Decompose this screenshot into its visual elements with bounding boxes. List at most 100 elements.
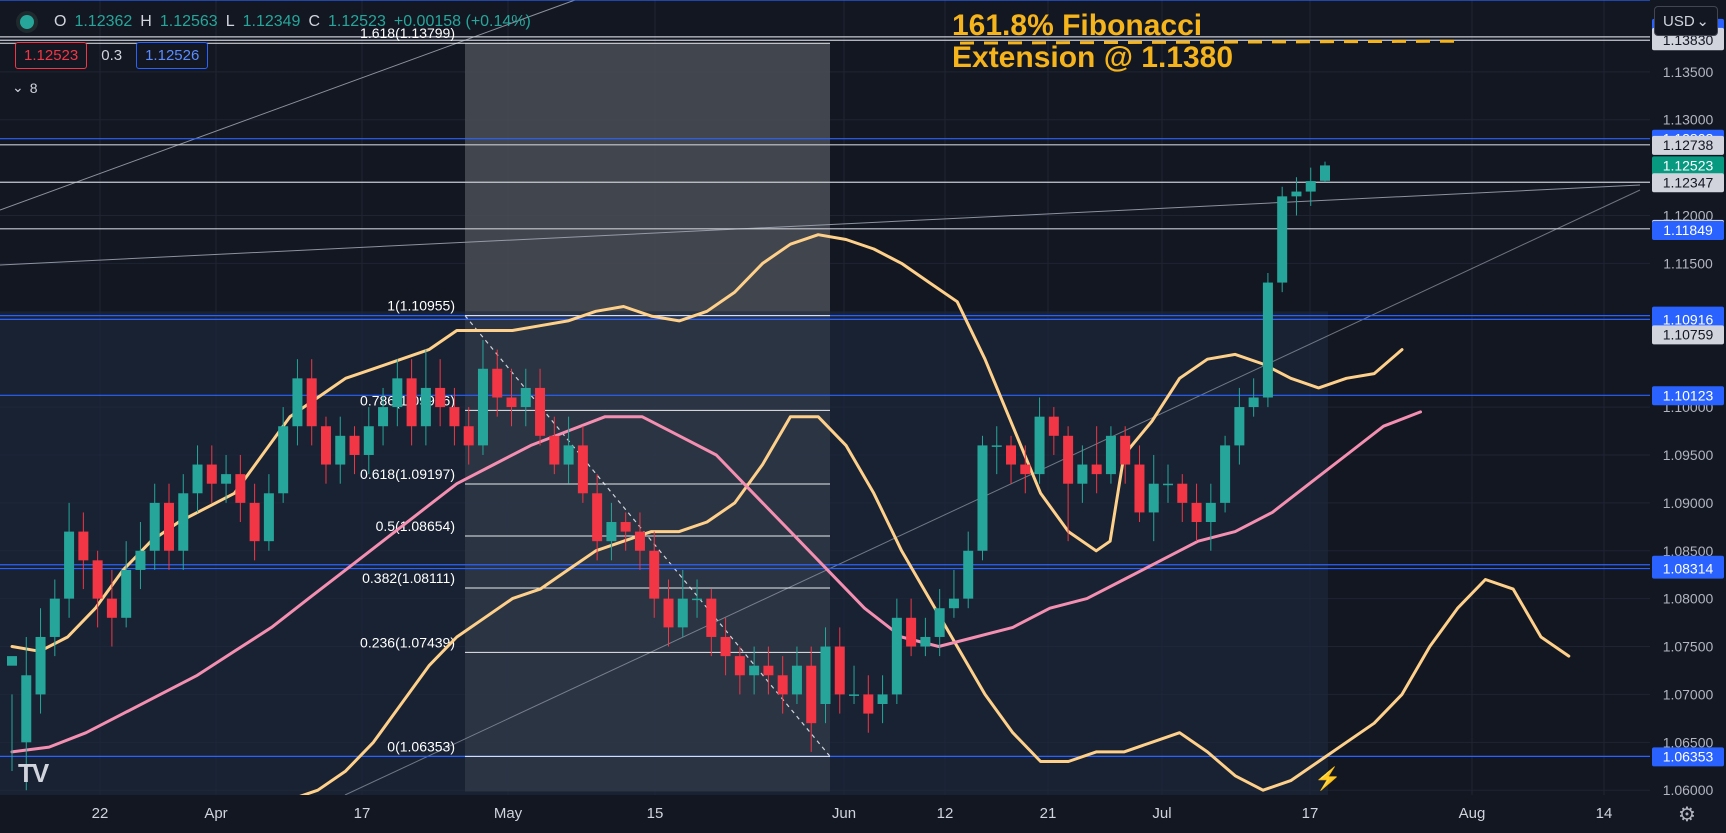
price-tick-label: 1.06500 <box>1663 734 1714 750</box>
horizontal-lines <box>0 0 1650 757</box>
time-axis[interactable]: 22 Apr 17 May 15 Jun 12 21 Jul 17 Aug 14 <box>0 795 1726 833</box>
candle-body <box>535 387 546 436</box>
candle-body <box>1077 464 1088 484</box>
candle-body <box>506 397 517 408</box>
candle-body <box>877 694 888 705</box>
fib-level-label: 0.618(1.09197) <box>360 466 455 482</box>
candle-body <box>449 407 460 427</box>
candle-body <box>1220 445 1231 503</box>
fib-level-label: 1.618(1.13799) <box>360 25 455 41</box>
candle-body <box>1248 397 1259 408</box>
candle-body <box>791 665 802 695</box>
alert-icon[interactable]: ⚡ <box>1314 766 1342 791</box>
currency-select[interactable]: USD ⌄ <box>1654 6 1718 36</box>
candle-body <box>406 378 417 427</box>
candle-body <box>863 694 874 714</box>
price-tag-label: 1.08314 <box>1663 561 1714 577</box>
candle-body <box>78 531 89 561</box>
candle-body <box>563 445 574 465</box>
buy-button[interactable]: 1.12526 <box>136 42 209 69</box>
fib-annotation-line1: 161.8% Fibonacci <box>952 9 1203 42</box>
candle-body <box>292 378 303 427</box>
price-tag-label: 1.11849 <box>1663 222 1713 238</box>
price-tick-label: 1.06000 <box>1663 782 1714 798</box>
candle-body <box>806 665 817 724</box>
fib-level-label: 0.382(1.08111) <box>362 570 455 586</box>
candle-body <box>749 665 760 676</box>
price-tag-bg <box>1652 386 1724 406</box>
candle-body <box>577 445 588 494</box>
candle-body <box>891 617 902 695</box>
candle-body <box>1291 191 1302 197</box>
time-tick-label: 17 <box>1302 805 1319 822</box>
candle-body <box>1277 196 1288 283</box>
candle-body <box>35 636 46 695</box>
candle-body <box>1177 483 1188 503</box>
price-tag-label: 1.12738 <box>1663 137 1714 153</box>
candle-body <box>306 378 317 427</box>
candle-body <box>420 387 431 427</box>
sell-button[interactable]: 1.12523 <box>15 42 88 69</box>
open-label: O <box>54 13 67 30</box>
price-tag-bg <box>1652 559 1724 579</box>
time-tick-label: May <box>494 805 523 822</box>
candle-body <box>92 560 103 599</box>
time-tick-label: 17 <box>354 805 371 822</box>
time-tick-label: Jul <box>1152 805 1171 822</box>
candle-body <box>1020 464 1031 475</box>
price-tag-bg <box>1652 325 1724 345</box>
candle-body <box>435 387 446 408</box>
candle-body <box>163 502 174 551</box>
candle-body <box>1120 435 1131 465</box>
candle-body <box>677 598 688 628</box>
candle-body <box>178 493 189 551</box>
fib-extension-line <box>959 39 1461 45</box>
price-tick-label: 1.08500 <box>1663 543 1714 559</box>
candle-body <box>520 387 531 408</box>
candle-body <box>21 675 32 743</box>
indicators-toggle[interactable]: ⌄ 8 <box>6 79 44 96</box>
price-tick-label: 1.13000 <box>1663 112 1714 128</box>
candle-body <box>706 598 717 637</box>
bollinger-upper-line <box>10 233 1404 653</box>
ohlc-legend: O 1.12362 H 1.12563 L 1.12349 C 1.12523 +0.0… <box>20 10 531 34</box>
candle-body <box>106 598 117 618</box>
candle-body <box>349 435 360 455</box>
time-tick-label: 22 <box>92 805 109 822</box>
change-value: +0.00158 (+0.14%) <box>393 13 531 30</box>
candle-body <box>620 522 631 532</box>
close-label: C <box>308 13 321 30</box>
candle-body <box>777 675 788 695</box>
price-tag-bg <box>1652 310 1724 330</box>
price-tick-label: 1.08000 <box>1663 591 1714 607</box>
price-tick-label: 1.07000 <box>1663 686 1714 702</box>
candle-body <box>263 493 274 542</box>
candle-body <box>1105 435 1116 475</box>
time-tick-label: 21 <box>1040 805 1057 822</box>
trendline <box>0 184 1641 266</box>
price-tick-label: 1.07500 <box>1663 639 1714 655</box>
price-tag-label: 1.12347 <box>1663 174 1714 190</box>
moving-average-line <box>10 410 1422 754</box>
candle-body <box>221 474 232 484</box>
candle-body <box>121 569 132 618</box>
time-tick-label: 14 <box>1596 805 1613 822</box>
price-tag-bg <box>1652 747 1724 767</box>
candle-body <box>649 550 660 599</box>
bollinger-lower-line <box>288 415 1571 802</box>
price-tag-bg <box>1652 220 1724 240</box>
candle-body <box>7 656 17 666</box>
candle-body <box>1134 464 1145 513</box>
gear-icon[interactable]: ⚙ <box>1678 804 1696 826</box>
candle-body <box>278 426 289 494</box>
candle-body <box>549 435 560 465</box>
candle-body <box>1262 282 1273 398</box>
price-tag-label: 1.06353 <box>1663 748 1714 764</box>
candle-body <box>1048 416 1059 436</box>
chevron-down-icon: ⌄ <box>12 79 24 95</box>
candle-body <box>378 407 389 427</box>
candle-body <box>477 368 488 446</box>
high-label: H <box>140 13 152 30</box>
candle-body <box>849 694 860 696</box>
